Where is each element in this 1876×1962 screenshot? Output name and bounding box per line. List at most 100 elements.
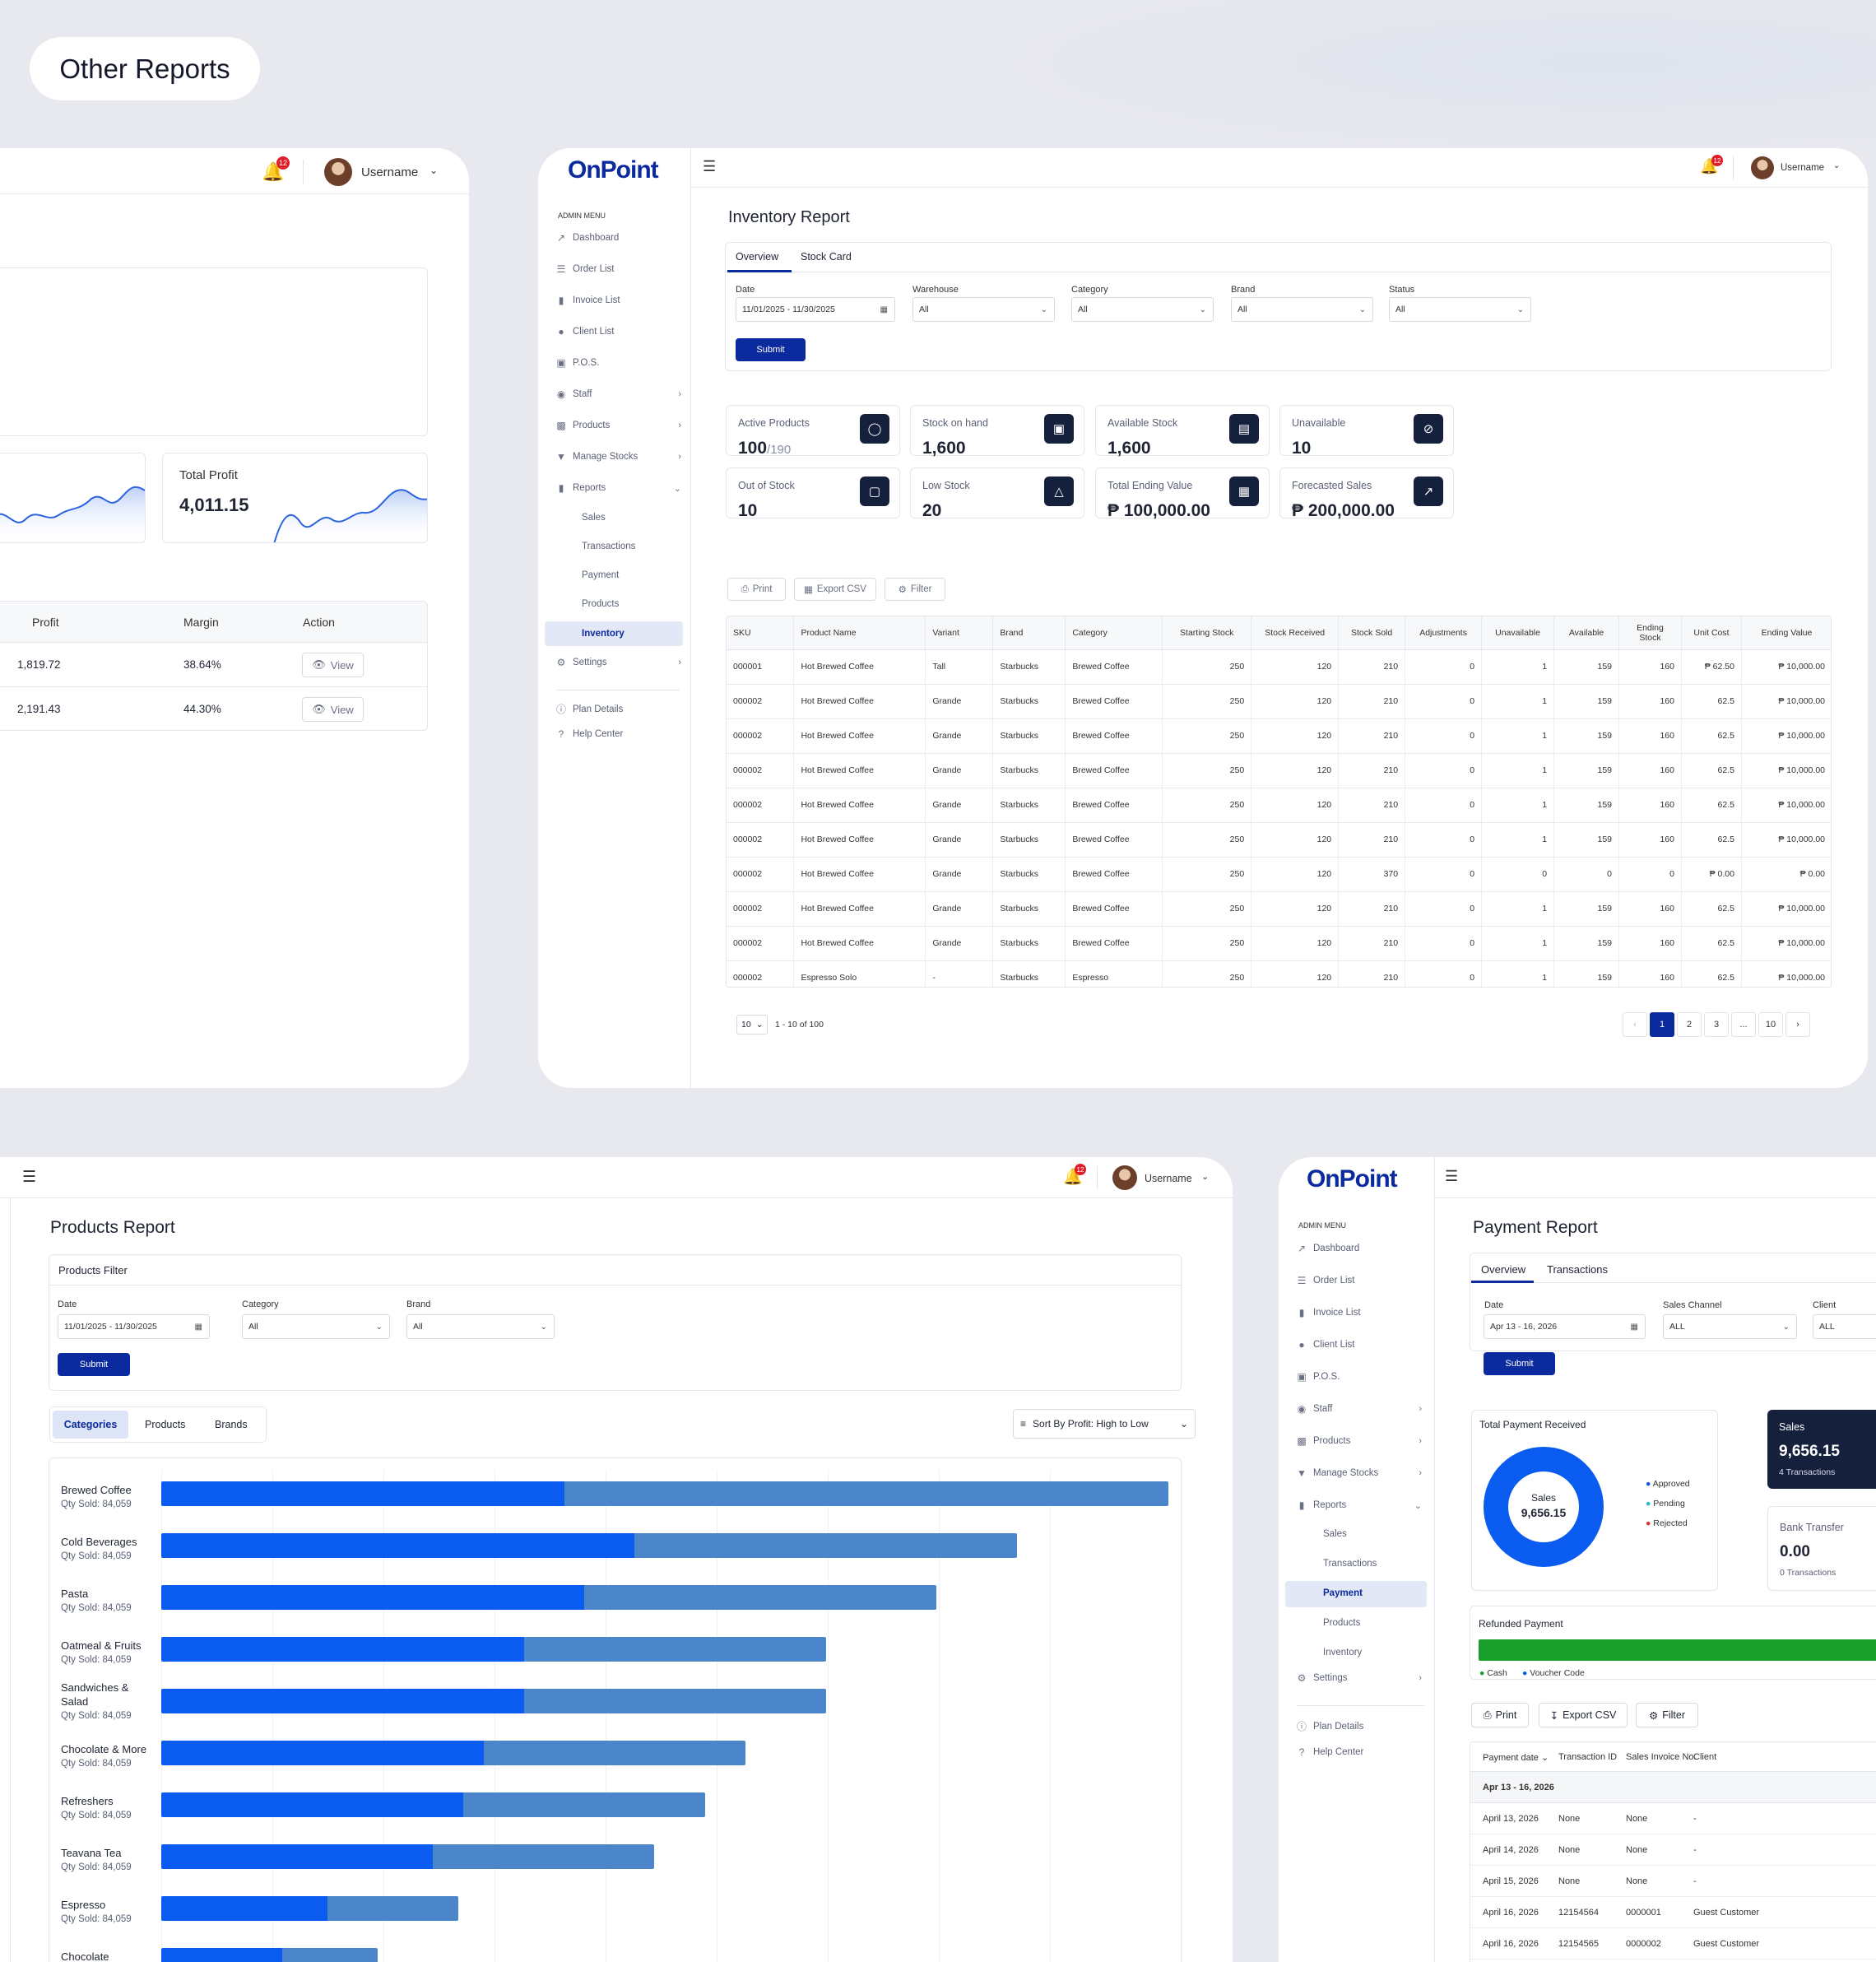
table-row[interactable]: 000002 Hot Brewed Coffee Grande Starbucks Br… xyxy=(727,926,1831,961)
menu-toggle-icon[interactable]: ☰ xyxy=(22,1169,37,1186)
sidebar-item-client-list[interactable]: ● Client List xyxy=(1290,1339,1432,1351)
page-button[interactable]: 10 xyxy=(1758,1012,1783,1037)
category-bar[interactable] xyxy=(161,1585,936,1610)
brand-select[interactable]: All ⌄ xyxy=(406,1314,555,1339)
table-row[interactable]: April 16, 2026 12154564 0000001 Guest Custo… xyxy=(1470,1897,1876,1928)
date-range-field[interactable]: Apr 13 - 16, 2026 ▦ xyxy=(1484,1314,1646,1339)
next-page-button[interactable]: › xyxy=(1785,1012,1810,1037)
table-row[interactable]: April 16, 2026 12154565 0000002 Guest Custo… xyxy=(1470,1928,1876,1960)
prev-page-button[interactable]: ‹ xyxy=(1623,1012,1647,1037)
category-bar[interactable] xyxy=(161,1741,745,1765)
sidebar-sub-transactions[interactable]: Transactions xyxy=(582,542,636,551)
table-row[interactable]: 000002 Hot Brewed Coffee Grande Starbucks Br… xyxy=(727,753,1831,788)
table-row[interactable]: 000001 Hot Brewed Coffee Tall Starbucks Brew… xyxy=(727,649,1831,685)
table-row[interactable]: 000002 Hot Brewed Coffee Grande Starbucks Br… xyxy=(727,788,1831,823)
table-row[interactable]: April 13, 2026 None None - xyxy=(1470,1803,1876,1834)
sidebar-sub-transactions[interactable]: Transactions xyxy=(1323,1559,1377,1569)
sidebar-item-settings[interactable]: ⚙ Settings › xyxy=(550,657,691,668)
sidebar-item-pos[interactable]: ▣ P.O.S. xyxy=(1290,1371,1432,1383)
status-select[interactable]: All ⌄ xyxy=(1389,297,1531,322)
tab-brands[interactable]: Brands xyxy=(215,1419,248,1430)
view-button[interactable]: 👁 View xyxy=(302,653,364,677)
sidebar-sub-payment[interactable]: Payment xyxy=(1323,1588,1363,1598)
sidebar-sub-products[interactable]: Products xyxy=(1323,1618,1361,1628)
sidebar-item-order-list[interactable]: ☰ Order List xyxy=(550,263,691,275)
submit-button[interactable]: Submit xyxy=(58,1353,130,1376)
sidebar-item-products[interactable]: ▩ Products › xyxy=(550,420,691,431)
sidebar-item-manage-stocks[interactable]: ▼ Manage Stocks › xyxy=(1290,1467,1432,1479)
sort-select[interactable]: ≡ Sort By Profit: High to Low ⌄ xyxy=(1013,1409,1196,1439)
table-row[interactable]: 000002 Hot Brewed Coffee Grande Starbucks Br… xyxy=(727,891,1831,927)
sidebar-item-client-list[interactable]: ● Client List xyxy=(550,326,691,337)
sidebar-item-plan-details[interactable]: ⓘ Plan Details xyxy=(1290,1719,1432,1733)
tab-transactions[interactable]: Transactions xyxy=(1547,1263,1608,1276)
avatar[interactable] xyxy=(1751,156,1774,179)
sidebar-item-order-list[interactable]: ☰ Order List xyxy=(1290,1275,1432,1286)
submit-button[interactable]: Submit xyxy=(736,338,806,361)
category-bar[interactable] xyxy=(161,1533,1017,1558)
sidebar-item-dashboard[interactable]: ↗ Dashboard xyxy=(1290,1243,1432,1254)
sales-channel-select[interactable]: ALL ⌄ xyxy=(1663,1314,1797,1339)
category-select[interactable]: All ⌄ xyxy=(1071,297,1214,322)
table-row[interactable]: 000002 Hot Brewed Coffee Grande Starbucks Br… xyxy=(727,684,1831,719)
page-button[interactable]: 3 xyxy=(1704,1012,1729,1037)
warehouse-select[interactable]: All ⌄ xyxy=(912,297,1055,322)
sidebar-sub-inventory[interactable]: Inventory xyxy=(1323,1648,1363,1657)
date-range-field[interactable]: 11/01/2025 - 11/30/2025 ▦ xyxy=(736,297,895,322)
username[interactable]: Username xyxy=(1145,1173,1192,1184)
sidebar-sub-sales[interactable]: Sales xyxy=(1323,1529,1347,1539)
username[interactable]: Username xyxy=(1781,163,1825,173)
filter-button[interactable]: ⚙ Filter xyxy=(1636,1703,1698,1727)
sidebar-item-dashboard[interactable]: ↗ Dashboard xyxy=(550,232,691,244)
category-bar[interactable] xyxy=(161,1948,378,1962)
avatar[interactable] xyxy=(1112,1165,1137,1190)
bank-transfer-card[interactable]: Bank Transfer 0.00 0 Transactions xyxy=(1767,1506,1876,1591)
client-select[interactable]: ALL xyxy=(1813,1314,1876,1339)
tab-products[interactable]: Products xyxy=(145,1419,186,1430)
sidebar-sub-inventory[interactable]: Inventory xyxy=(582,629,625,639)
table-row[interactable]: 000002 Espresso Solo - Starbucks Espresso 250… xyxy=(727,960,1831,987)
page-button[interactable]: 1 xyxy=(1650,1012,1674,1037)
table-row[interactable]: April 14, 2026 None None - xyxy=(1470,1834,1876,1866)
sidebar-item-reports[interactable]: ▮ Reports ⌄ xyxy=(550,482,691,494)
table-row[interactable]: 000002 Hot Brewed Coffee Grande Starbucks Br… xyxy=(727,822,1831,858)
username[interactable]: Username xyxy=(361,165,419,179)
sidebar-item-staff[interactable]: ◉ Staff › xyxy=(550,388,691,400)
menu-toggle-icon[interactable]: ☰ xyxy=(703,158,717,174)
header-payment-date[interactable]: Payment date ⌄ xyxy=(1483,1752,1549,1763)
category-bar[interactable] xyxy=(161,1792,705,1817)
tab-overview[interactable]: Overview xyxy=(1481,1263,1526,1276)
category-bar[interactable] xyxy=(161,1896,458,1921)
sidebar-sub-products[interactable]: Products xyxy=(582,599,620,609)
table-row[interactable]: April 15, 2026 None None - xyxy=(1470,1866,1876,1897)
sidebar-item-reports[interactable]: ▮ Reports ⌄ xyxy=(1290,1499,1432,1511)
export-csv-button[interactable]: ↧ Export CSV xyxy=(1539,1703,1628,1727)
page-button[interactable]: 2 xyxy=(1677,1012,1702,1037)
sidebar-sub-sales[interactable]: Sales xyxy=(582,513,606,523)
submit-button[interactable]: Submit xyxy=(1484,1352,1555,1375)
sales-summary-card[interactable]: Sales 9,656.15 4 Transactions xyxy=(1767,1410,1876,1489)
avatar[interactable] xyxy=(324,158,352,186)
print-button[interactable]: ⎙ Print xyxy=(727,578,786,601)
tab-overview[interactable]: Overview xyxy=(736,251,779,263)
view-button[interactable]: 👁 View xyxy=(302,697,364,722)
rows-per-page-select[interactable]: 10 ⌄ xyxy=(736,1015,768,1034)
sidebar-item-help-center[interactable]: ? Help Center xyxy=(550,728,691,740)
category-bar[interactable] xyxy=(161,1481,1168,1506)
category-select[interactable]: All ⌄ xyxy=(242,1314,390,1339)
chevron-down-icon[interactable]: ⌄ xyxy=(430,165,439,176)
sidebar-item-staff[interactable]: ◉ Staff › xyxy=(1290,1403,1432,1415)
sidebar-item-settings[interactable]: ⚙ Settings › xyxy=(1290,1672,1432,1684)
category-bar[interactable] xyxy=(161,1844,654,1869)
sidebar-sub-payment[interactable]: Payment xyxy=(582,570,620,580)
table-row[interactable]: 000002 Hot Brewed Coffee Grande Starbucks Br… xyxy=(727,857,1831,892)
sidebar-item-pos[interactable]: ▣ P.O.S. xyxy=(550,357,691,369)
date-range-field[interactable]: 11/01/2025 - 11/30/2025 ▦ xyxy=(58,1314,210,1339)
sidebar-item-help-center[interactable]: ? Help Center xyxy=(1290,1746,1432,1758)
table-row[interactable]: 000002 Hot Brewed Coffee Grande Starbucks Br… xyxy=(727,718,1831,754)
sidebar-item-invoice-list[interactable]: ▮ Invoice List xyxy=(550,295,691,306)
sidebar-item-products[interactable]: ▩ Products › xyxy=(1290,1435,1432,1447)
chevron-down-icon[interactable]: ⌄ xyxy=(1201,1172,1210,1182)
tab-categories[interactable]: Categories xyxy=(53,1411,128,1439)
chevron-down-icon[interactable]: ⌄ xyxy=(1833,161,1841,170)
